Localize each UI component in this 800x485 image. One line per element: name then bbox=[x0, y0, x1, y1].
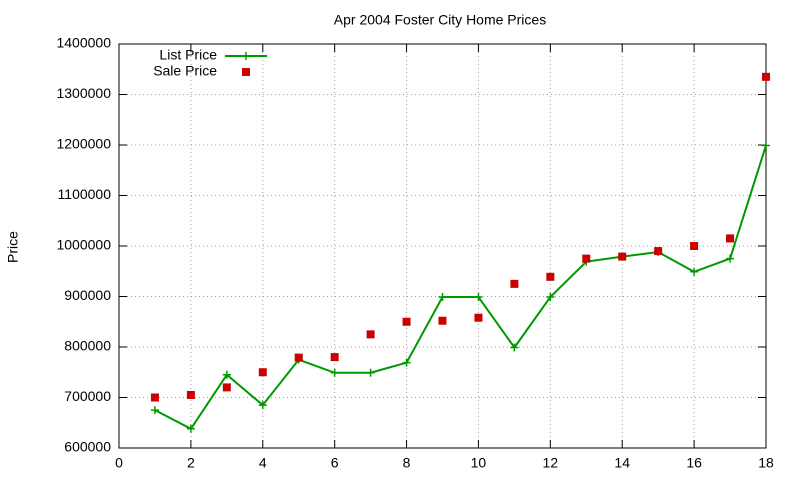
point-marker bbox=[762, 141, 770, 150]
point-marker bbox=[366, 368, 375, 377]
point-marker bbox=[546, 293, 555, 302]
point-marker bbox=[258, 368, 267, 377]
point-marker bbox=[546, 272, 555, 281]
point-marker bbox=[150, 406, 159, 415]
y-tick-label: 900000 bbox=[64, 287, 111, 303]
point-marker bbox=[690, 242, 699, 250]
point-marker bbox=[402, 358, 411, 367]
x-tick-label: 10 bbox=[471, 455, 487, 471]
x-tick-label: 12 bbox=[543, 455, 559, 471]
point-marker bbox=[366, 330, 375, 339]
legend-label: List Price bbox=[159, 47, 217, 63]
point-marker bbox=[690, 267, 699, 276]
chart-title: Apr 2004 Foster City Home Prices bbox=[334, 12, 546, 28]
x-tick-label: 2 bbox=[187, 455, 195, 471]
point-marker bbox=[474, 313, 483, 322]
point-marker bbox=[222, 370, 231, 379]
legend-marker bbox=[242, 68, 250, 76]
point-marker bbox=[474, 293, 483, 302]
legend-label: Sale Price bbox=[153, 63, 217, 79]
y-tick-label: 1200000 bbox=[56, 136, 111, 152]
x-tick-label: 8 bbox=[403, 455, 411, 471]
x-tick-label: 6 bbox=[331, 455, 339, 471]
point-marker bbox=[618, 252, 627, 261]
point-marker bbox=[186, 424, 195, 433]
x-tick-label: 4 bbox=[259, 455, 267, 471]
point-marker bbox=[402, 317, 411, 326]
legend-marker bbox=[242, 52, 250, 60]
point-marker bbox=[654, 247, 663, 256]
point-marker bbox=[510, 279, 519, 288]
y-tick-label: 600000 bbox=[64, 439, 111, 455]
point-marker bbox=[582, 254, 591, 263]
x-tick-label: 18 bbox=[758, 455, 774, 471]
point-marker bbox=[510, 343, 519, 352]
y-tick-label: 1300000 bbox=[56, 85, 111, 101]
y-tick-label: 700000 bbox=[64, 388, 111, 404]
point-marker bbox=[258, 401, 267, 410]
point-marker bbox=[222, 383, 231, 392]
point-marker bbox=[186, 390, 195, 399]
y-tick-label: 1100000 bbox=[58, 186, 112, 202]
y-tick-label: 800000 bbox=[64, 338, 111, 354]
y-axis-label: Price bbox=[5, 231, 21, 263]
point-marker bbox=[438, 316, 447, 325]
point-marker bbox=[438, 293, 447, 302]
x-tick-label: 16 bbox=[686, 455, 702, 471]
x-tick-label: 14 bbox=[614, 455, 630, 471]
point-marker bbox=[726, 234, 735, 243]
point-marker bbox=[150, 393, 159, 402]
point-marker bbox=[330, 353, 339, 362]
y-tick-label: 1400000 bbox=[56, 35, 111, 51]
plot-frame bbox=[118, 43, 767, 449]
point-marker bbox=[762, 72, 770, 81]
point-marker bbox=[726, 254, 735, 263]
y-tick-label: 1000000 bbox=[56, 237, 111, 253]
x-tick-label: 0 bbox=[115, 455, 123, 471]
series-line bbox=[154, 145, 767, 431]
point-marker bbox=[330, 368, 339, 377]
point-marker bbox=[294, 353, 303, 362]
